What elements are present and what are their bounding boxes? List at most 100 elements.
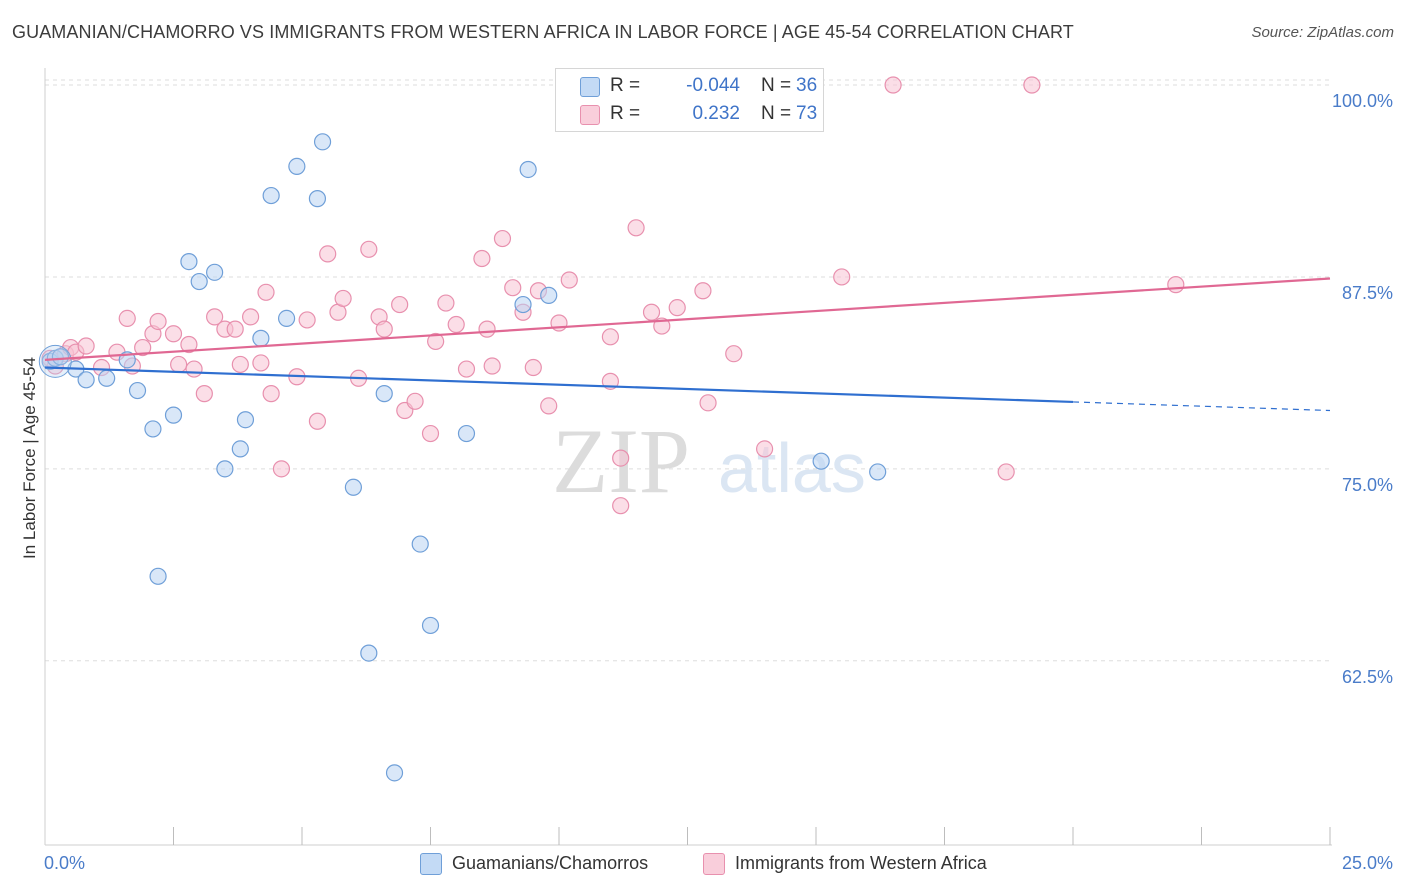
western-africa-point bbox=[437, 294, 455, 312]
guamanian-point bbox=[375, 385, 393, 403]
western-africa-point bbox=[242, 308, 260, 326]
western-africa-point bbox=[185, 360, 203, 378]
western-africa-point bbox=[1023, 76, 1041, 94]
western-africa-point bbox=[406, 392, 424, 410]
guamanian-point bbox=[869, 463, 887, 481]
western-africa-point bbox=[478, 320, 496, 338]
guamanian-trend-line bbox=[44, 366, 1074, 404]
guamanian-point bbox=[411, 535, 429, 553]
western-africa-point bbox=[252, 354, 270, 372]
western-africa-point bbox=[360, 240, 378, 258]
guamanian-trend-extension bbox=[1072, 401, 1331, 412]
western-africa-point bbox=[694, 282, 712, 300]
source-label: Source: ZipAtlas.com bbox=[1251, 24, 1394, 41]
legend-r-value: 0.232 bbox=[692, 103, 740, 124]
western-africa-point bbox=[118, 309, 136, 327]
western-africa-point bbox=[134, 338, 152, 357]
watermark-atlas: atlas bbox=[718, 429, 866, 507]
x-tick-label: 0.0% bbox=[44, 853, 85, 873]
guamanian-point bbox=[38, 344, 72, 378]
legend-r-label: R = bbox=[610, 75, 641, 96]
y-tick-label: 75.0% bbox=[1342, 475, 1393, 495]
guamanian-point bbox=[236, 411, 255, 429]
guamanian-point bbox=[216, 460, 234, 478]
guamanian-point bbox=[313, 133, 332, 151]
western-africa-point bbox=[755, 440, 774, 458]
western-africa-point bbox=[1167, 276, 1185, 294]
western-africa-point bbox=[206, 308, 224, 326]
western-africa-point bbox=[319, 245, 337, 263]
western-africa-point bbox=[308, 412, 327, 430]
western-africa-point bbox=[612, 497, 630, 515]
western-africa-point bbox=[457, 360, 476, 378]
legend-n-value: 36 bbox=[796, 75, 818, 96]
guamanian-point bbox=[514, 295, 532, 314]
guamanian-point bbox=[540, 286, 558, 304]
bottom-legend-label: Immigrants from Western Africa bbox=[735, 853, 987, 873]
guamanian-point bbox=[98, 369, 116, 387]
western-africa-point bbox=[473, 249, 491, 268]
guamanian-point bbox=[128, 381, 147, 400]
legend-swatch-blue bbox=[580, 77, 600, 97]
western-africa-point bbox=[642, 303, 661, 321]
legend-swatch-pink bbox=[580, 105, 600, 125]
guamanian-point bbox=[51, 348, 70, 366]
western-africa-point bbox=[504, 279, 522, 297]
western-africa-point bbox=[997, 463, 1015, 481]
guamanian-point bbox=[385, 764, 404, 782]
western-africa-point bbox=[560, 271, 578, 289]
guamanian-point bbox=[277, 309, 296, 327]
western-africa-point bbox=[427, 332, 445, 351]
western-africa-trend-line bbox=[44, 277, 1331, 361]
western-africa-point bbox=[375, 320, 393, 338]
guamanian-point bbox=[252, 329, 270, 347]
western-africa-point bbox=[298, 311, 316, 329]
guamanian-point bbox=[308, 190, 327, 208]
guamanian-point bbox=[144, 420, 162, 438]
guamanian-point bbox=[519, 160, 537, 179]
bottom-legend-swatch-blue bbox=[420, 853, 442, 875]
legend-n-label: N = bbox=[761, 103, 792, 124]
bottom-legend-swatch-pink bbox=[703, 853, 725, 875]
western-africa-point bbox=[195, 385, 213, 403]
western-africa-point bbox=[725, 345, 743, 363]
guamanian-point bbox=[190, 272, 208, 291]
y-tick-label: 62.5% bbox=[1342, 667, 1393, 687]
guamanian-point bbox=[360, 644, 378, 662]
legend-n-value: 73 bbox=[796, 103, 818, 124]
legend-r-label: R = bbox=[610, 103, 641, 124]
bottom-legend-label: Guamanians/Chamorros bbox=[452, 853, 649, 873]
western-africa-point bbox=[668, 299, 686, 317]
western-africa-point bbox=[180, 335, 198, 354]
western-africa-point bbox=[483, 357, 501, 375]
guamanian-point bbox=[149, 567, 167, 585]
guamanian-point bbox=[262, 186, 280, 205]
legend-r-value: -0.044 bbox=[686, 75, 740, 96]
western-africa-point bbox=[77, 337, 95, 355]
chart-title: GUAMANIAN/CHAMORRO VS IMMIGRANTS FROM WE… bbox=[12, 22, 1074, 42]
western-africa-point bbox=[226, 320, 244, 338]
western-africa-point bbox=[421, 424, 440, 443]
western-africa-point bbox=[540, 397, 558, 415]
y-tick-label: 87.5% bbox=[1342, 283, 1393, 303]
guamanian-point bbox=[206, 263, 224, 281]
western-africa-point bbox=[612, 449, 630, 467]
western-africa-point bbox=[334, 289, 352, 308]
western-africa-point bbox=[493, 229, 512, 248]
western-africa-point bbox=[601, 328, 620, 346]
guamanian-point bbox=[344, 478, 362, 496]
western-africa-point bbox=[149, 312, 167, 331]
western-africa-point bbox=[884, 76, 902, 94]
guamanian-point bbox=[231, 440, 249, 458]
western-africa-point bbox=[833, 268, 851, 286]
western-africa-point bbox=[257, 283, 275, 301]
correlation-legend: R = -0.044 N = 36 R = 0.232 N = 73 bbox=[555, 68, 824, 132]
guamanian-point bbox=[288, 157, 306, 175]
guamanian-point bbox=[421, 616, 440, 635]
western-africa-point bbox=[447, 315, 465, 334]
western-africa-point bbox=[391, 295, 409, 314]
western-africa-point bbox=[699, 394, 717, 412]
guamanian-point bbox=[812, 452, 830, 470]
western-africa-point bbox=[524, 358, 542, 377]
western-africa-point bbox=[170, 355, 188, 374]
